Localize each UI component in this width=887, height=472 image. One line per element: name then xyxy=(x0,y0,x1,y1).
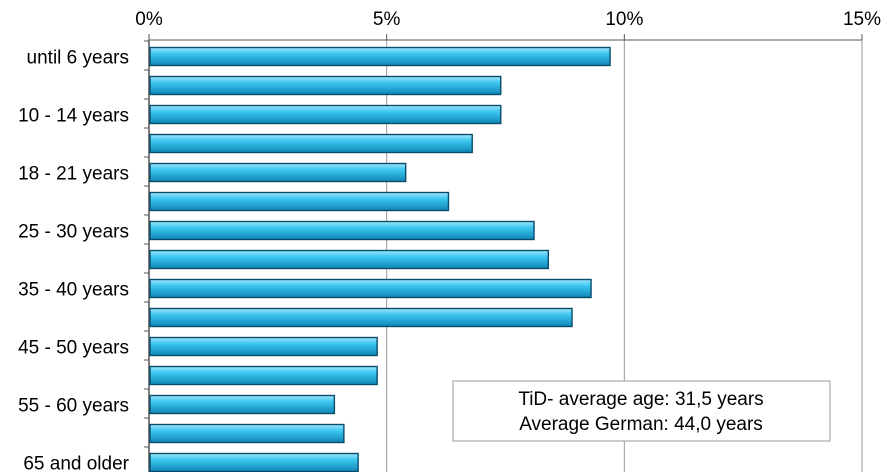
category-label: 55 - 60 years xyxy=(18,396,129,417)
bar xyxy=(149,220,535,241)
category-labels: until 6 years 10 - 14 years 18 - 21 years 2… xyxy=(18,48,130,472)
bars xyxy=(149,46,611,472)
x-tick-label: 0% xyxy=(135,9,163,30)
category-label: 10 - 14 years xyxy=(18,106,129,127)
x-axis-ticks: 0% 5% 10% 15% xyxy=(135,9,881,30)
bar xyxy=(149,278,592,299)
x-tick-label: 5% xyxy=(373,9,401,30)
category-label: 35 - 40 years xyxy=(18,280,129,301)
bar xyxy=(149,191,450,212)
bar xyxy=(149,423,345,444)
bar xyxy=(149,365,378,386)
note-line-1: TiD- average age: 31,5 years xyxy=(518,389,763,410)
bar xyxy=(149,162,407,183)
average-age-note: TiD- average age: 31,5 years Average Ger… xyxy=(452,380,831,442)
bar xyxy=(149,104,502,125)
bar xyxy=(149,133,473,154)
category-label: 45 - 50 years xyxy=(18,338,129,359)
bar xyxy=(149,75,502,96)
note-line-2: Average German: 44,0 years xyxy=(519,414,763,435)
note-box xyxy=(452,380,831,442)
bar xyxy=(149,46,611,67)
bar xyxy=(149,249,549,270)
x-tick-label: 15% xyxy=(843,9,881,30)
bar xyxy=(149,452,359,472)
category-label: until 6 years xyxy=(27,48,129,69)
bar xyxy=(149,307,573,328)
category-label: 25 - 30 years xyxy=(18,222,129,243)
category-label: 18 - 21 years xyxy=(18,164,129,185)
x-tick-label: 10% xyxy=(605,9,643,30)
category-label: 65 and older xyxy=(23,454,129,472)
bar xyxy=(149,394,336,415)
bar xyxy=(149,336,378,357)
